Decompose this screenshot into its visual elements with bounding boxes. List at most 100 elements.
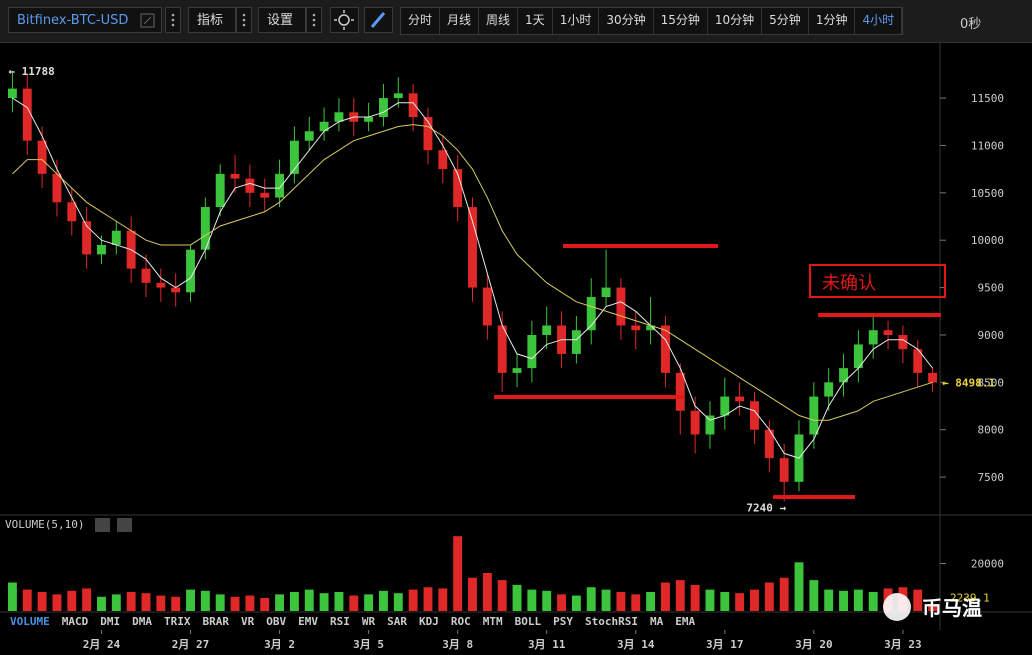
- period-button[interactable]: 15分钟: [654, 8, 708, 34]
- period-button[interactable]: 1天: [518, 8, 553, 34]
- volume-bar: [468, 577, 477, 611]
- period-button[interactable]: 10分钟: [708, 8, 763, 34]
- period-button[interactable]: 1小时: [553, 8, 600, 34]
- candle-body: [616, 287, 626, 326]
- volume-bar: [379, 590, 388, 611]
- menu-dots[interactable]: [165, 7, 181, 33]
- indicator-tab[interactable]: DMI: [100, 615, 121, 628]
- candle-body: [542, 325, 552, 335]
- candle-body: [764, 429, 774, 459]
- candle-body: [750, 401, 759, 430]
- expand-icon[interactable]: [140, 13, 155, 28]
- candle-body: [839, 368, 848, 383]
- period-button[interactable]: 分时: [401, 8, 441, 34]
- indicator-settings[interactable]: [95, 518, 110, 532]
- period-button[interactable]: 4小时: [855, 8, 903, 34]
- candle-body: [720, 396, 730, 416]
- indicator-tab[interactable]: KDJ: [419, 615, 439, 628]
- x-tick-label: 3月 2: [264, 638, 295, 651]
- volume-bar: [215, 594, 225, 611]
- y-tick-label: 10000: [971, 234, 1004, 247]
- draw-button[interactable]: [364, 7, 393, 33]
- indicator-tab[interactable]: WR: [361, 615, 376, 628]
- candle-body: [245, 178, 255, 193]
- candle-body: [141, 268, 151, 283]
- volume-bar: [97, 596, 106, 611]
- x-tick-label: 3月 20: [795, 638, 833, 651]
- x-tick-label: 3月 17: [706, 638, 744, 651]
- volume-bar: [750, 589, 759, 611]
- indicator-tab[interactable]: RSI: [330, 615, 350, 628]
- indicator-tab[interactable]: MA: [649, 615, 664, 628]
- volume-bar: [171, 596, 181, 611]
- indicator-tab[interactable]: OBV: [266, 615, 287, 628]
- indicator-tab[interactable]: BRAR: [202, 615, 230, 628]
- volume-title: VOLUME(5,10): [5, 518, 84, 531]
- candle-body: [675, 372, 685, 411]
- indicator-tab[interactable]: SAR: [387, 615, 407, 628]
- candle-body: [853, 344, 863, 369]
- volume-bar: [690, 584, 700, 611]
- volume-bar: [542, 590, 552, 611]
- volume-bar: [512, 584, 522, 611]
- volume-bar: [275, 594, 285, 611]
- annotation: 未确认: [822, 273, 876, 294]
- candle-body: [230, 173, 240, 179]
- indicator-tab[interactable]: VOLUME: [10, 615, 50, 628]
- volume-bar: [631, 594, 641, 611]
- volume-bar: [141, 593, 151, 611]
- low-label: 7240 →: [746, 502, 786, 515]
- indicator-tab[interactable]: EMV: [298, 615, 318, 628]
- indicator-button[interactable]: 指标: [188, 7, 236, 33]
- volume-bar: [735, 593, 745, 611]
- volume-bar: [245, 595, 255, 611]
- period-button[interactable]: 5分钟: [762, 8, 809, 34]
- volume-bar: [660, 582, 670, 611]
- indicator-tab[interactable]: BOLL: [514, 615, 542, 628]
- indicator-tab[interactable]: TRIX: [164, 615, 191, 628]
- volume-bar: [616, 592, 626, 611]
- volume-bar: [557, 594, 566, 611]
- volume-bar: [393, 593, 403, 611]
- x-tick-label: 2月 27: [172, 638, 210, 651]
- period-button[interactable]: 30分钟: [599, 8, 654, 34]
- indicator-tab[interactable]: EMA: [675, 615, 696, 628]
- candle-body: [824, 382, 834, 397]
- menu-dots[interactable]: [306, 7, 322, 33]
- volume-bar: [364, 594, 374, 611]
- volume-bar: [646, 592, 656, 611]
- volume-bar: [453, 536, 463, 611]
- volume-bar: [423, 587, 433, 611]
- settings-button[interactable]: 设置: [258, 7, 306, 33]
- indicator-tab[interactable]: MACD: [61, 615, 89, 628]
- volume-bar: [349, 595, 359, 611]
- volume-bar: [809, 580, 819, 611]
- volume-bar: [22, 589, 32, 611]
- indicator-tab[interactable]: DMA: [132, 615, 152, 628]
- theme-button[interactable]: [330, 7, 359, 33]
- volume-bar: [408, 589, 418, 611]
- menu-dots[interactable]: [236, 7, 252, 33]
- indicator-tab[interactable]: MTM: [482, 615, 503, 628]
- volume-bar: [675, 580, 685, 611]
- indicator-tab[interactable]: ROC: [450, 615, 471, 628]
- indicator-close[interactable]: [117, 518, 132, 532]
- indicator-tab[interactable]: VR: [241, 615, 255, 628]
- y-tick-label: 20000: [971, 558, 1004, 571]
- symbol[interactable]: Bitfinex-BTC-USD: [8, 7, 162, 33]
- volume-bar: [304, 589, 314, 611]
- watermark: 币马温: [922, 596, 982, 620]
- volume-bar: [52, 594, 62, 611]
- period-button[interactable]: 1分钟: [809, 8, 856, 34]
- period-button[interactable]: 周线: [479, 8, 519, 34]
- volume-bar: [7, 582, 17, 611]
- candle-body: [468, 207, 477, 288]
- indicator-tab[interactable]: StochRSI: [585, 615, 638, 628]
- last-price-label: ← 8498.1: [942, 377, 995, 390]
- volume-bar: [601, 589, 611, 611]
- volume-bar: [334, 592, 344, 611]
- y-tick-label: 8000: [978, 424, 1005, 437]
- period-button[interactable]: 月线: [440, 8, 480, 34]
- indicator-tab[interactable]: PSY: [553, 615, 573, 628]
